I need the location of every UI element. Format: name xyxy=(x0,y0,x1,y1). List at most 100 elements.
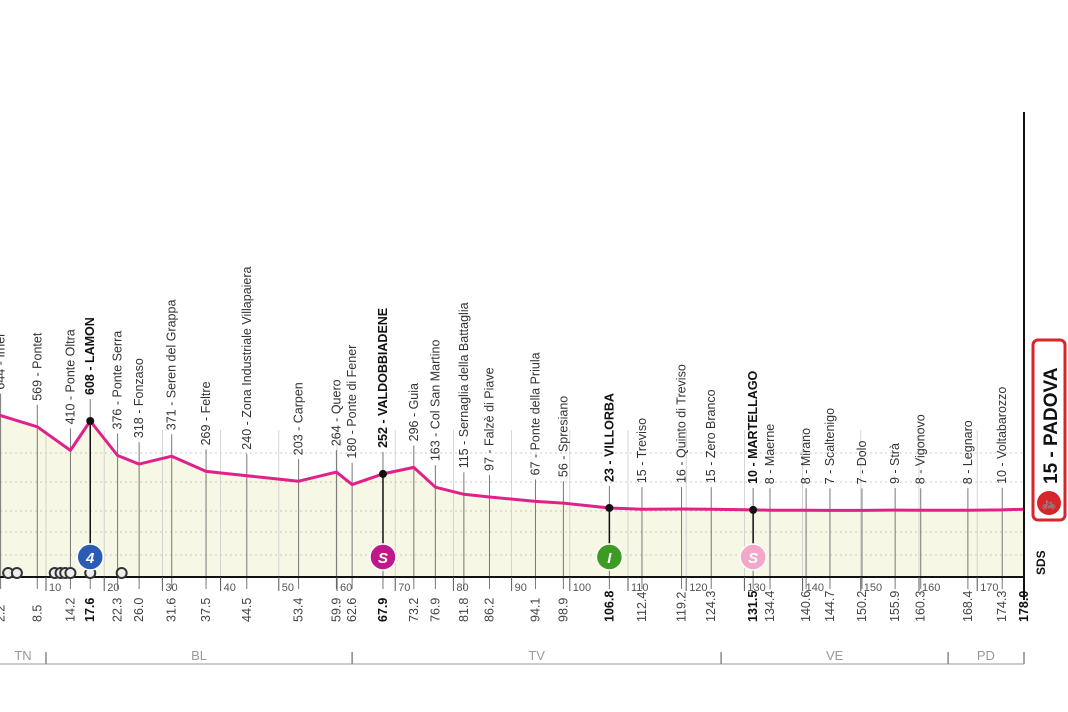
x-tick-label: 60 xyxy=(340,582,352,594)
x-tick-label: 90 xyxy=(515,582,527,594)
waypoint-label: 318 - Fonzaso xyxy=(132,358,146,438)
waypoint-label: 115 - Sernaglia della Battaglia xyxy=(457,302,471,468)
waypoint-label: 8 - Legnaro xyxy=(961,420,975,484)
profile-line xyxy=(0,414,1024,512)
cyclist-icon xyxy=(1037,491,1061,515)
x-tick-label: 100 xyxy=(573,582,591,594)
km-label: 140.6 xyxy=(799,591,813,622)
province-label: PD xyxy=(977,648,995,663)
km-label: 59.9 xyxy=(329,598,343,622)
km-label: 160.3 xyxy=(914,591,928,622)
km-label: 174.3 xyxy=(995,591,1009,622)
x-tick-label: 140 xyxy=(806,582,824,594)
province-label: TN xyxy=(14,648,31,663)
waypoint-label: 644 - Imer xyxy=(0,333,8,390)
waypoint-label: 296 - Guia xyxy=(407,383,421,441)
waypoint-label: 9 - Strà xyxy=(888,443,902,484)
gpm-cat-4-icon-text: 4 xyxy=(85,550,95,567)
km-label: 124.3 xyxy=(704,591,718,622)
x-tick-label: 70 xyxy=(398,582,410,594)
intermediate-icon xyxy=(595,543,624,571)
x-tick-label: 80 xyxy=(456,582,468,594)
x-axis-group: 2.2 8.5 14.2 17.6 22.3 26.0 31.6 37.5 44.5 53.4 59… xyxy=(0,576,1031,622)
x-tick-label: 160 xyxy=(922,582,940,594)
x-tick-label: 170 xyxy=(980,582,998,594)
km-label: 73.2 xyxy=(407,598,421,622)
waypoint-label: 10 - Voltabarozzo xyxy=(995,387,1009,484)
km-label: 178.0 xyxy=(1017,591,1031,622)
markers-group: 4 S I S xyxy=(2,420,767,579)
waypoint-label: 16 - Quinto di Treviso xyxy=(675,364,689,483)
x-tick-label: 20 xyxy=(107,582,119,594)
waypoint-label: 8 - Maerne xyxy=(763,424,777,484)
km-label: 37.5 xyxy=(199,598,213,622)
province-label: BL xyxy=(191,648,207,663)
km-label: 53.4 xyxy=(292,598,306,622)
roundabout-icon xyxy=(115,567,128,579)
waypoint-label: 23 - VILLORBA xyxy=(602,393,616,482)
profile-fill-group xyxy=(0,415,1024,577)
waypoint-label: 8 - Mirano xyxy=(799,428,813,484)
waypoint-label: 8 - Vigonovo xyxy=(914,414,928,484)
finish-label: 15 - PADOVA xyxy=(1041,367,1062,484)
waypoint-label: 203 - Carpen xyxy=(292,382,306,455)
x-tick-label: 120 xyxy=(689,582,707,594)
waypoint-label: 371 - Seren del Grappa xyxy=(165,300,179,431)
x-tick-label: 150 xyxy=(864,582,882,594)
km-label: 8.5 xyxy=(30,605,44,622)
waypoint-label: 163 - Col San Martino xyxy=(428,340,442,462)
province-label: TV xyxy=(528,648,545,663)
profile-area xyxy=(0,415,1024,577)
km-label: 112.4 xyxy=(635,592,649,622)
waypoint-label: 376 - Ponte Serra xyxy=(111,331,125,430)
waypoint-label: 97 - Falzè di Piave xyxy=(482,367,496,471)
waypoint-label: 67 - Ponte della Priula xyxy=(528,352,542,475)
waypoint-label: 410 - Ponte Oltra xyxy=(63,329,77,424)
waypoint-label: 10 - MARTELLAGO xyxy=(746,370,760,483)
waypoint-label: 7 - Dolo xyxy=(855,441,869,485)
km-label: 81.8 xyxy=(457,598,471,622)
km-label: 26.0 xyxy=(132,598,146,622)
roundabout-icon xyxy=(10,567,23,579)
x-tick-label: 10 xyxy=(49,582,61,594)
waypoint-label: 56 - Spresiano xyxy=(556,396,570,477)
waypoint-label: 608 - LAMON xyxy=(83,317,97,395)
sponsor-logo: SDS xyxy=(1034,550,1048,575)
waypoint-label: 252 - VALDOBBIADENE xyxy=(376,308,390,448)
waypoint-label: 7 - Scaltenigo xyxy=(823,408,837,484)
km-label: 31.6 xyxy=(165,598,179,622)
km-label: 67.9 xyxy=(376,598,390,622)
km-label: 144.7 xyxy=(823,591,837,622)
finish-badge: 🚲 15 - PADOVA xyxy=(1031,338,1067,522)
sprint-icon xyxy=(739,543,767,571)
waypoint-label: 15 - Treviso xyxy=(635,418,649,483)
provinces-group: TN BL TV VE PD xyxy=(0,648,1025,665)
x-tick-label: 130 xyxy=(747,582,765,594)
x-tick-label: 30 xyxy=(165,582,177,594)
km-label: 94.1 xyxy=(528,598,542,622)
km-label: 17.6 xyxy=(83,598,97,622)
x-tick-label: 50 xyxy=(282,582,294,594)
km-label: 44.5 xyxy=(240,598,254,622)
province-label: VE xyxy=(826,648,844,663)
waypoint-label: 15 - Zero Branco xyxy=(704,389,718,483)
km-label: 134.4 xyxy=(763,591,777,622)
km-label: 62.6 xyxy=(345,598,359,622)
waypoint-label: 264 - Quero xyxy=(329,379,343,446)
intermediate-icon-text: I xyxy=(607,550,612,567)
x-tick-label: 40 xyxy=(224,582,236,594)
km-label: 86.2 xyxy=(482,598,496,622)
x-tick-label: 110 xyxy=(631,582,649,594)
km-label: 150.2 xyxy=(855,591,869,622)
sprint-icon-text: S xyxy=(748,550,758,567)
km-label: 106.8 xyxy=(602,591,616,622)
sprint-icon-text: S xyxy=(378,550,388,567)
km-label: 131.5 xyxy=(746,591,760,622)
km-label: 14.2 xyxy=(63,598,77,622)
waypoint-labels-group: 644 - Imer 569 - Pontet 410 - Ponte Oltra 6… xyxy=(0,266,1009,484)
gpm-cat-4-icon xyxy=(76,543,104,571)
svg-text:🚲: 🚲 xyxy=(1042,496,1057,510)
km-label: 155.9 xyxy=(888,591,902,622)
km-label: 2.2 xyxy=(0,605,8,622)
